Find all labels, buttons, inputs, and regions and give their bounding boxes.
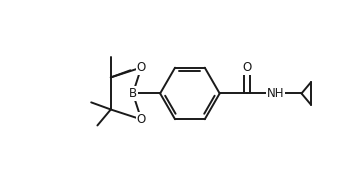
Text: NH: NH xyxy=(267,87,284,100)
Text: B: B xyxy=(129,87,137,100)
Text: O: O xyxy=(242,61,252,74)
Text: O: O xyxy=(137,61,146,74)
Text: O: O xyxy=(137,113,146,126)
